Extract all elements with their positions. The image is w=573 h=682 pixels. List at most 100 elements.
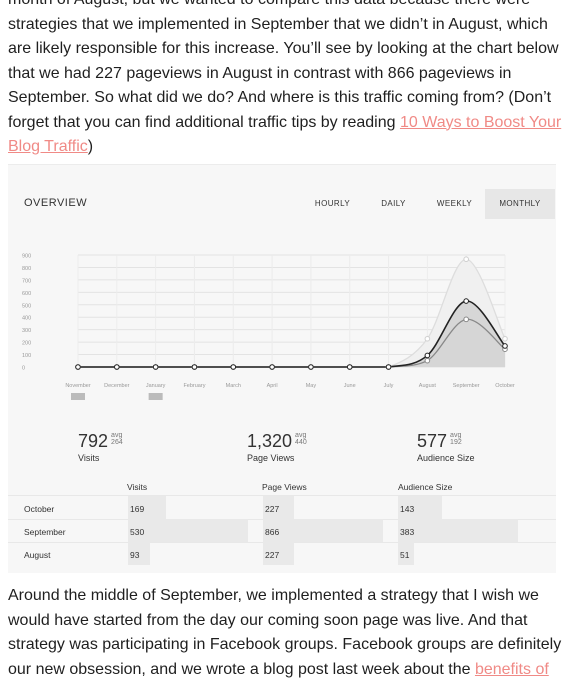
- y-tick-label: 400: [22, 316, 31, 322]
- stat-avg-value: 192: [450, 439, 462, 446]
- x-tick-label: September: [453, 383, 480, 389]
- data-point: [191, 364, 198, 370]
- year-marker-badge: [71, 393, 85, 400]
- table-row: October 169 227 143: [8, 496, 556, 519]
- stat-avg-label: avg: [295, 432, 307, 439]
- text-line: strategy was participating in Facebook g…: [8, 636, 562, 653]
- visits-bar: [128, 542, 150, 565]
- row-label: August: [24, 550, 51, 560]
- tab-daily[interactable]: DAILY: [381, 199, 406, 208]
- facebook-groups-link[interactable]: benefits of: [474, 660, 549, 678]
- audience-bar: [398, 519, 518, 542]
- table-row: August 93 227 51: [8, 542, 556, 565]
- stat-avg-label: avg: [111, 432, 123, 439]
- data-point: [152, 364, 159, 370]
- x-tick-label: March: [226, 383, 241, 389]
- y-tick-label: 900: [22, 254, 31, 260]
- y-tick-label: 700: [22, 278, 31, 284]
- pageviews-value: 227: [265, 504, 280, 514]
- data-point: [463, 316, 469, 323]
- audience-value: 51: [400, 550, 410, 560]
- text-line: are likely responsible for this increase…: [8, 40, 559, 57]
- y-tick-label: 0: [22, 366, 25, 372]
- stat-label: Visits: [78, 453, 100, 463]
- data-point: [346, 364, 353, 370]
- x-tick-label: December: [104, 383, 130, 389]
- x-tick-label: February: [183, 383, 205, 389]
- data-point: [424, 335, 431, 342]
- visits-bar: [128, 519, 248, 542]
- data-point: [424, 352, 431, 359]
- stat-pageviews: 1,320 avg 440 Page Views: [247, 431, 307, 463]
- x-tick-label: November: [65, 383, 91, 389]
- boost-traffic-link-cont[interactable]: Blog Traffic: [8, 138, 88, 155]
- col-header-pageviews: Page Views: [262, 482, 307, 492]
- y-tick-label: 200: [22, 341, 31, 347]
- text-line: Around the middle of September, we imple…: [8, 587, 539, 604]
- stat-visits: 792 avg 264 Visits: [78, 431, 123, 463]
- y-tick-label: 600: [22, 291, 31, 297]
- stat-value: 577: [417, 431, 448, 451]
- year-marker-badge: [148, 393, 163, 400]
- data-point: [385, 364, 392, 370]
- visits-bar: [128, 496, 167, 519]
- body-paragraph: Around the middle of September, we imple…: [8, 584, 568, 682]
- y-tick-label: 800: [22, 266, 31, 272]
- text-line: that we had 227 pageviews in August in c…: [8, 64, 512, 82]
- table-row: September 530 866 383: [8, 519, 556, 542]
- pageviews-line-chart: 900 800 700 600 500 400 300 200 100 0 November Dece…: [22, 254, 515, 400]
- tab-monthly[interactable]: MONTHLY: [485, 189, 555, 219]
- data-point: [463, 256, 469, 263]
- stat-audience: 577 avg 192 Audience Size: [417, 431, 475, 463]
- text-line: forget that you can find additional traf…: [8, 113, 400, 131]
- audience-value: 383: [400, 527, 415, 537]
- row-label: September: [24, 527, 66, 537]
- pageviews-bar: [263, 496, 295, 519]
- period-tabs: HOURLY DAILY WEEKLY MONTHLY: [302, 189, 555, 219]
- stat-avg-value: 440: [295, 439, 307, 446]
- stat-value: 1,320: [247, 431, 293, 451]
- audience-bar: [398, 542, 414, 565]
- text-line: strategies that we implemented in Septem…: [8, 15, 548, 33]
- pageviews-value: 227: [265, 550, 280, 560]
- stat-avg-value: 264: [111, 439, 123, 446]
- col-header-audience: Audience Size: [398, 482, 453, 492]
- series-area: [78, 300, 505, 367]
- data-point: [502, 335, 508, 342]
- x-tick-label: June: [344, 383, 356, 389]
- overview-title: OVERVIEW: [24, 197, 88, 209]
- boost-traffic-link[interactable]: 10 Ways to Boost Your: [399, 113, 562, 131]
- data-point: [463, 298, 469, 304]
- pageviews-bar: [263, 542, 295, 565]
- audience-bar: [398, 496, 443, 519]
- text-line: September. So what did we do? And where …: [8, 89, 552, 106]
- tab-weekly[interactable]: WEEKLY: [436, 199, 473, 208]
- visits-value: 530: [130, 527, 145, 537]
- x-tick-label: May: [306, 383, 317, 389]
- data-point: [230, 364, 237, 370]
- text-line: month of August, but we wanted to compar…: [8, 0, 530, 8]
- data-point: [269, 364, 275, 370]
- x-tick-label: July: [384, 383, 394, 389]
- stat-avg-label: avg: [450, 432, 462, 439]
- x-tick-label: August: [419, 383, 437, 389]
- pageviews-value: 866: [265, 527, 280, 537]
- audience-value: 143: [400, 504, 415, 514]
- visits-value: 169: [130, 504, 145, 514]
- pageviews-bar: [263, 519, 383, 542]
- tab-hourly[interactable]: HOURLY: [314, 199, 351, 208]
- text-line: our new obsession, and we wrote a blog p…: [8, 660, 475, 678]
- data-point: [424, 357, 431, 364]
- col-header-visits: Visits: [127, 482, 148, 492]
- intro-paragraph: month of August, but we wanted to compar…: [8, 0, 568, 160]
- analytics-overview-panel: OVERVIEW HOURLY DAILY WEEKLY MONTHLY 900…: [8, 164, 556, 573]
- x-tick-label: April: [267, 383, 278, 389]
- data-point: [114, 364, 120, 370]
- text-line: ): [87, 138, 94, 155]
- data-point: [308, 364, 314, 370]
- table-divider: [8, 495, 556, 496]
- row-label: October: [24, 504, 55, 514]
- x-tick-label: October: [495, 383, 515, 389]
- stat-label: Page Views: [247, 453, 295, 463]
- stat-value: 792: [78, 431, 109, 451]
